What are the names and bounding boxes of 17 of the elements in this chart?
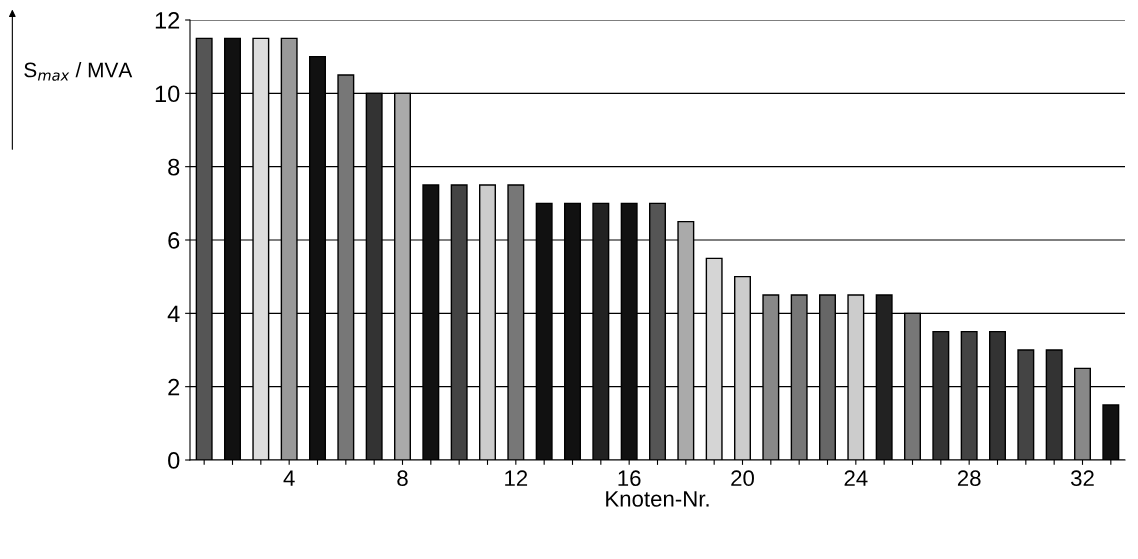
y-tick-label: 8 [168,158,180,176]
y-tick-label: 2 [168,378,180,396]
x-tick-label: 12 [505,470,528,486]
x-tick-label: 16 [618,470,641,487]
y-tick-label: 4 [167,305,180,322]
x-tick-label: 8 [397,470,408,487]
x-tick-label: 24 [844,470,868,486]
x-axis-title: Knoten-Nr. [606,491,709,507]
y-tick-label: 10 [155,85,180,103]
y-tick-label: 12 [155,12,180,29]
y-tick-label: 6 [168,232,180,249]
x-tick-label: 4 [283,470,295,486]
y-axis-title: S$_{max}$ / MVA [24,62,133,81]
x-tick-label: 32 [1070,470,1094,487]
x-tick-label: 28 [957,470,981,487]
y-tick-label: 0 [168,452,180,469]
x-tick-label: 20 [731,470,754,487]
